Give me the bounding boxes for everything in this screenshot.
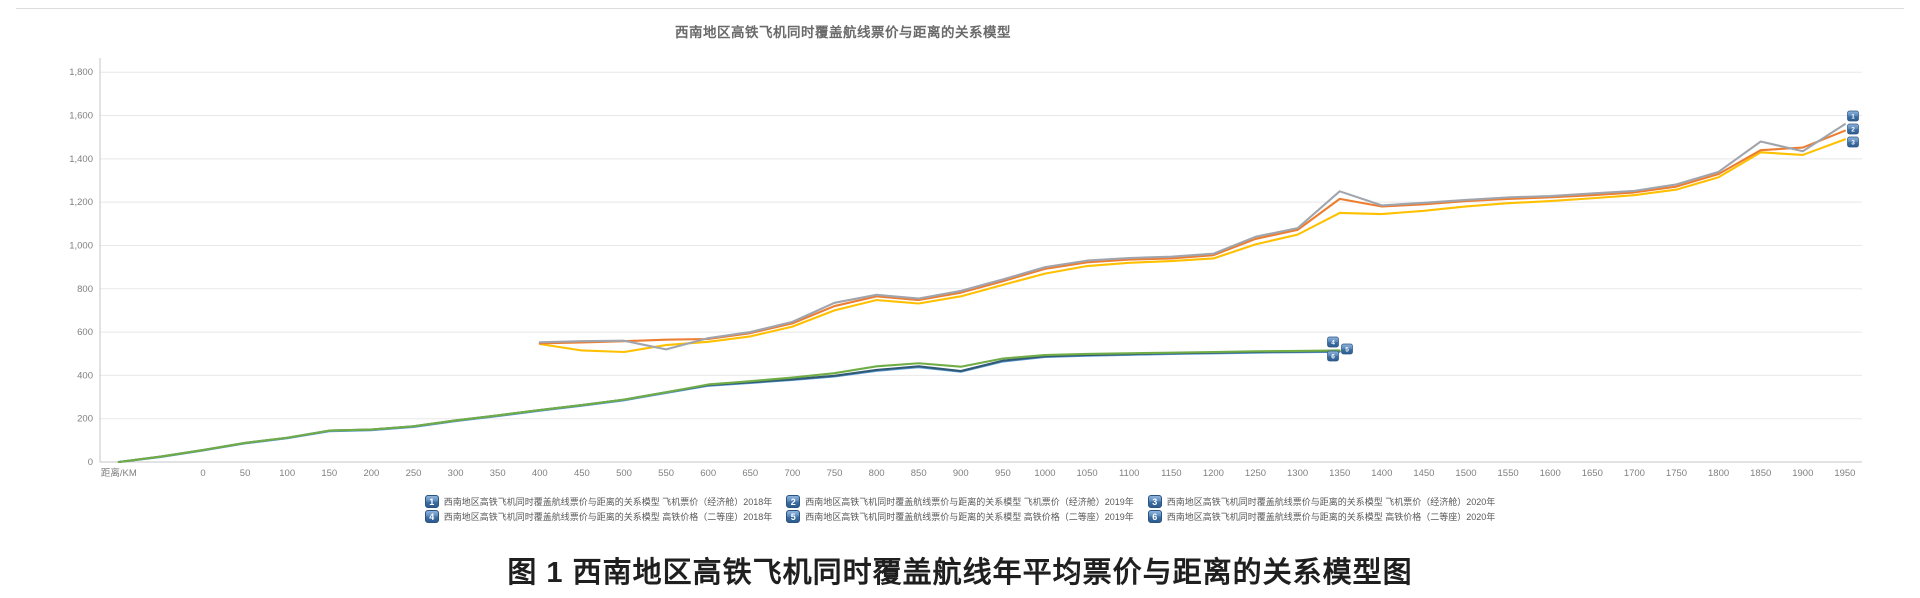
x-tick-label: 400 xyxy=(532,468,548,479)
top-divider xyxy=(16,8,1904,9)
y-tick-label: 0 xyxy=(88,457,93,468)
x-tick-label: 450 xyxy=(574,468,590,479)
x-tick-label: 1550 xyxy=(1498,468,1519,479)
y-tick-label: 1,600 xyxy=(69,111,93,122)
x-tick-label: 700 xyxy=(784,468,800,479)
end-badge-2: 2 xyxy=(1847,123,1859,135)
series-line-4 xyxy=(117,350,1341,464)
end-badge-3: 3 xyxy=(1847,136,1859,148)
x-tick-label: 950 xyxy=(995,468,1011,479)
series-line-2 xyxy=(538,129,1846,345)
x-tick-label: 1300 xyxy=(1287,468,1308,479)
legend-item-5: 5 西南地区高铁飞机同时覆盖航线票价与距离的关系模型 高铁价格（二等座）2019年 xyxy=(786,510,1134,523)
x-tick-label: 650 xyxy=(742,468,758,479)
x-tick-label: 300 xyxy=(448,468,464,479)
x-tick-label: 1250 xyxy=(1245,468,1266,479)
chart-legend: 1 西南地区高铁飞机同时覆盖航线票价与距离的关系模型 飞机票价（经济舱）2018年… xyxy=(0,495,1920,523)
x-tick-label: 50 xyxy=(240,468,251,479)
y-tick-label: 1,800 xyxy=(69,67,93,78)
legend-badge-5: 5 xyxy=(786,510,801,523)
x-tick-label: 1700 xyxy=(1624,468,1645,479)
x-tick-label: 1650 xyxy=(1582,468,1603,479)
end-badge-5: 5 xyxy=(1341,343,1353,355)
svg-text:4: 4 xyxy=(1331,339,1335,346)
x-tick-label: 1150 xyxy=(1161,468,1181,479)
legend-item-2: 2 西南地区高铁飞机同时覆盖航线票价与距离的关系模型 飞机票价（经济舱）2019年 xyxy=(786,495,1134,508)
legend-row-2: 4 西南地区高铁飞机同时覆盖航线票价与距离的关系模型 高铁价格（二等座）2018年… xyxy=(0,510,1920,523)
x-tick-label: 800 xyxy=(869,468,885,479)
series-line-1 xyxy=(538,123,1846,351)
legend-badge-4: 4 xyxy=(424,510,439,523)
legend-label-4: 西南地区高铁飞机同时覆盖航线票价与距离的关系模型 高铁价格（二等座）2018年 xyxy=(443,512,773,522)
y-tick-label: 800 xyxy=(77,284,93,295)
x-tick-label: 1200 xyxy=(1203,468,1224,479)
svg-text:3: 3 xyxy=(1851,139,1855,146)
x-tick-label: 1000 xyxy=(1034,468,1055,479)
legend-badge-6: 6 xyxy=(1147,510,1162,523)
legend-item-1: 1 西南地区高铁飞机同时覆盖航线票价与距离的关系模型 飞机票价（经济舱）2018年 xyxy=(424,495,773,508)
svg-text:2: 2 xyxy=(1851,126,1855,133)
x-tick-label: 1950 xyxy=(1834,468,1855,479)
series-line-6 xyxy=(117,349,1341,464)
x-tick-label: 850 xyxy=(911,468,927,479)
x-tick-label: 1750 xyxy=(1666,468,1687,479)
legend-item-3: 3 西南地区高铁飞机同时覆盖航线票价与距离的关系模型 飞机票价（经济舱）2020年 xyxy=(1147,495,1496,508)
legend-item-6: 6 西南地区高铁飞机同时覆盖航线票价与距离的关系模型 高铁价格（二等座）2020年 xyxy=(1147,510,1496,523)
x-tick-label: 1850 xyxy=(1750,468,1771,479)
y-tick-label: 1,200 xyxy=(69,197,93,208)
chart-title: 西南地区高铁飞机同时覆盖航线票价与距离的关系模型 xyxy=(675,25,1011,40)
x-tick-label: 150 xyxy=(321,468,337,479)
x-tick-label: 750 xyxy=(827,468,843,479)
legend-label-6: 西南地区高铁飞机同时覆盖航线票价与距离的关系模型 高铁价格（二等座）2020年 xyxy=(1166,512,1496,522)
x-tick-label: 600 xyxy=(700,468,716,479)
svg-text:5: 5 xyxy=(1345,346,1349,353)
x-tick-label: 1500 xyxy=(1455,468,1476,479)
figure-caption: 图 1 西南地区高铁飞机同时覆盖航线年平均票价与距离的关系模型图 xyxy=(507,557,1413,589)
series-line-3 xyxy=(538,138,1846,354)
y-tick-label: 600 xyxy=(77,327,93,338)
legend-label-5: 西南地区高铁飞机同时覆盖航线票价与距离的关系模型 高铁价格（二等座）2019年 xyxy=(805,512,1134,522)
x-tick-label: 100 xyxy=(279,468,295,479)
y-tick-label: 1,400 xyxy=(69,154,93,165)
series-line-5 xyxy=(117,350,1341,464)
legend-label-2: 西南地区高铁飞机同时覆盖航线票价与距离的关系模型 飞机票价（经济舱）2019年 xyxy=(805,497,1134,507)
legend-badge-3: 3 xyxy=(1147,495,1162,508)
svg-text:1: 1 xyxy=(1851,113,1855,120)
legend-label-3: 西南地区高铁飞机同时覆盖航线票价与距离的关系模型 飞机票价（经济舱）2020年 xyxy=(1166,497,1496,507)
x-tick-label: 1600 xyxy=(1540,468,1561,479)
x-tick-label: 350 xyxy=(490,468,506,479)
y-tick-label: 1,000 xyxy=(69,240,93,251)
x-tick-label: 1350 xyxy=(1329,468,1350,479)
end-badge-4: 4 xyxy=(1327,336,1339,348)
legend-badge-2: 2 xyxy=(786,495,801,508)
chart-plot: 0 200 400 600 800 1,000 1,200 1,400 1,600 1,800 距离… xyxy=(69,58,1862,479)
x-tick-label: 0 xyxy=(200,468,205,479)
legend-label-1: 西南地区高铁飞机同时覆盖航线票价与距离的关系模型 飞机票价（经济舱）2018年 xyxy=(443,497,773,507)
legend-badge-1: 1 xyxy=(424,495,439,508)
x-tick-label: 250 xyxy=(406,468,422,479)
x-tick-label: 900 xyxy=(953,468,969,479)
svg-text:6: 6 xyxy=(1331,353,1335,360)
y-tick-label: 400 xyxy=(77,370,93,381)
x-tick-label: 1400 xyxy=(1371,468,1392,479)
legend-item-4: 4 西南地区高铁飞机同时覆盖航线票价与距离的关系模型 高铁价格（二等座）2018年 xyxy=(424,510,773,523)
end-badge-1: 1 xyxy=(1847,110,1859,122)
x-tick-label: 1100 xyxy=(1119,468,1139,479)
x-tick-label: 1450 xyxy=(1413,468,1434,479)
x-tick-label: 1050 xyxy=(1077,468,1098,479)
x-tick-label: 550 xyxy=(658,468,674,479)
x-tick-label: 1900 xyxy=(1792,468,1813,479)
legend-row-1: 1 西南地区高铁飞机同时覆盖航线票价与距离的关系模型 飞机票价（经济舱）2018年… xyxy=(0,495,1920,508)
y-tick-label: 200 xyxy=(77,414,93,425)
x-tick-label: 1800 xyxy=(1708,468,1729,479)
end-badge-6: 6 xyxy=(1327,350,1339,362)
x-tick-label: 500 xyxy=(616,468,632,479)
x-tick-label: 200 xyxy=(363,468,379,479)
x-axis-unit-label: 距离/KM xyxy=(101,467,137,479)
